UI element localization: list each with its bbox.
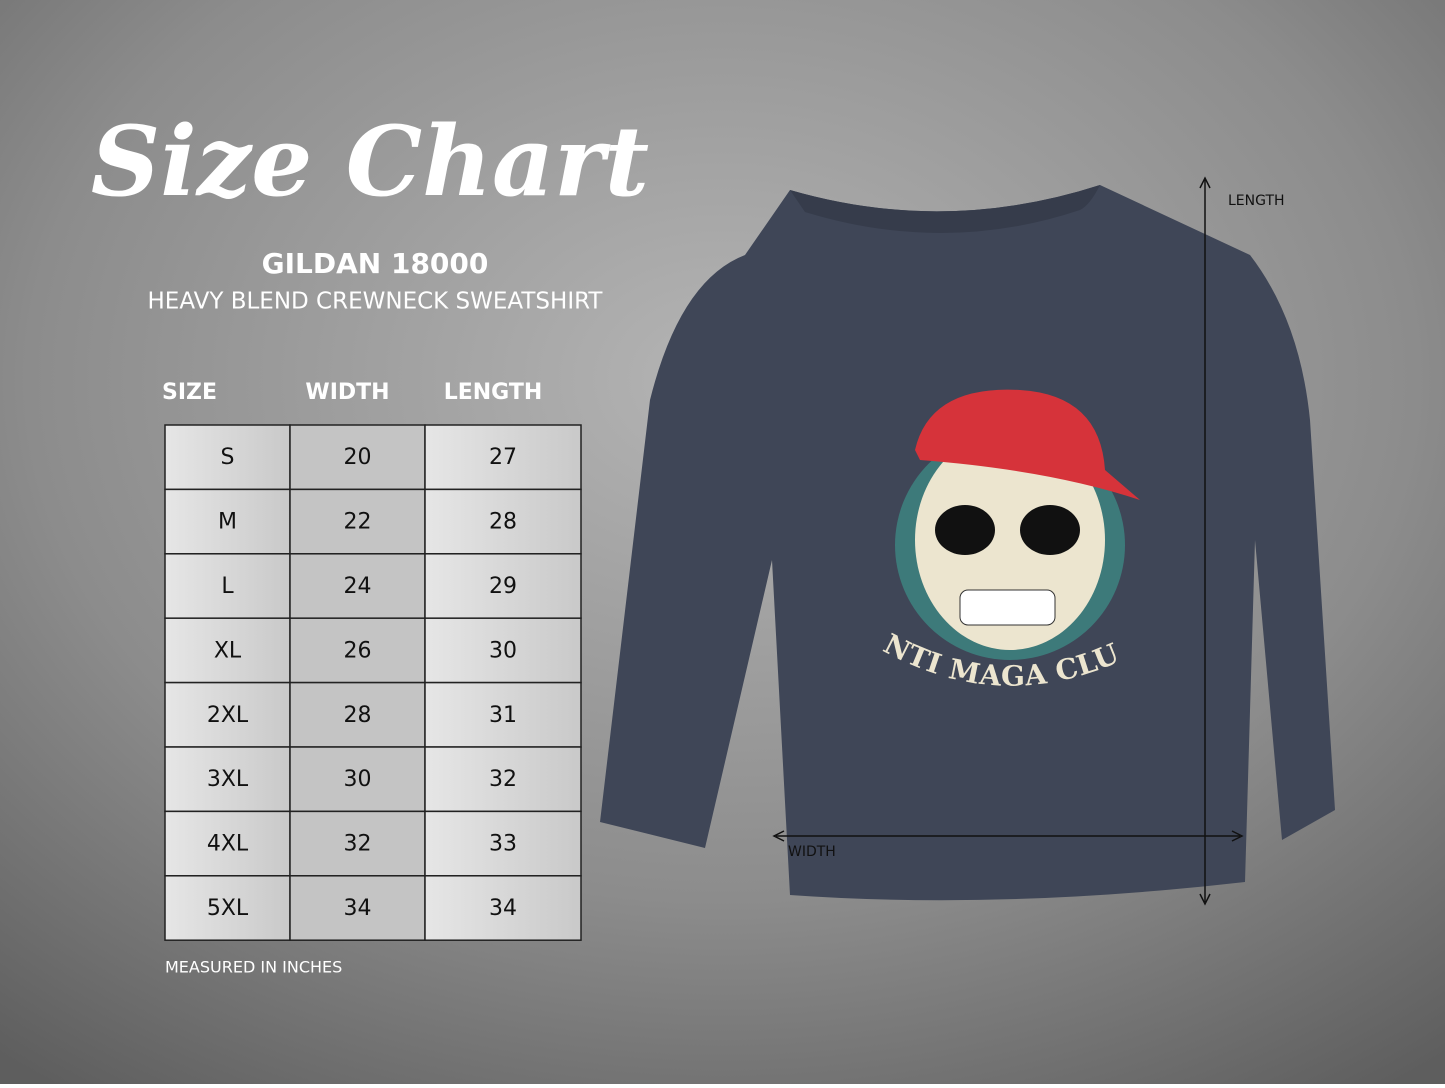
- cell-value: 31: [489, 703, 517, 728]
- cap: [915, 389, 1140, 500]
- arrow-heads: [772, 176, 1244, 906]
- size-table: SIZE WIDTH LENGTH S 20 27 M 22 28 L 24 29 XL 26 30 2XL 2…: [162, 380, 582, 941]
- cell: [164, 617, 291, 684]
- cell: [424, 681, 582, 748]
- cell: [424, 810, 582, 877]
- cell: [289, 424, 426, 491]
- size-label: 5XL: [207, 896, 249, 921]
- cell-value: 29: [489, 574, 517, 599]
- eye: [1020, 505, 1080, 555]
- cell: [424, 875, 582, 941]
- cell: [424, 746, 582, 813]
- eye: [935, 505, 995, 555]
- title: Size Chart: [91, 105, 649, 218]
- model: GILDAN 18000: [262, 247, 489, 280]
- cell: [164, 746, 291, 813]
- cell-value: 26: [344, 638, 372, 663]
- cell: [289, 810, 426, 877]
- cell: [289, 746, 426, 813]
- size-label: 4XL: [207, 832, 249, 857]
- column-header: WIDTH: [305, 380, 389, 405]
- collar: [790, 185, 1100, 234]
- cell-value: 20: [344, 445, 372, 470]
- cell-value: 30: [344, 767, 372, 792]
- cell-value: 28: [489, 510, 517, 535]
- cell-value: 24: [344, 574, 372, 599]
- cell-value: 33: [489, 832, 517, 857]
- teeth: [959, 589, 1056, 626]
- cell-value: 27: [489, 445, 517, 470]
- cell-value: 34: [489, 896, 517, 921]
- cell: [164, 810, 291, 877]
- column-header: SIZE: [162, 380, 217, 405]
- size-label: M: [218, 510, 237, 535]
- cell-value: 34: [344, 896, 372, 921]
- cell-value: 30: [489, 638, 517, 663]
- width-label: WIDTH: [788, 844, 836, 860]
- length-label: LENGTH: [1228, 193, 1285, 209]
- note: MEASURED IN INCHES: [165, 958, 342, 977]
- cell: [164, 875, 291, 941]
- size-label: L: [221, 574, 234, 599]
- cell: [289, 553, 426, 619]
- cell-value: 32: [344, 832, 372, 857]
- cell: [424, 424, 582, 491]
- cell: [164, 681, 291, 748]
- product: HEAVY BLEND CREWNECK SWEATSHIRT: [148, 289, 604, 315]
- size-label: XL: [214, 638, 242, 663]
- cell: [424, 617, 582, 684]
- cell: [424, 553, 582, 619]
- cell: [164, 424, 291, 491]
- cell-value: 22: [344, 510, 372, 535]
- size-label: 3XL: [207, 767, 249, 792]
- cell-value: 28: [344, 703, 372, 728]
- column-header: LENGTH: [444, 380, 543, 405]
- cell: [289, 681, 426, 748]
- cell: [289, 875, 426, 941]
- measure-arrows: [772, 176, 1244, 906]
- cell-value: 32: [489, 767, 517, 792]
- size-label: 2XL: [207, 703, 249, 728]
- size-label: S: [221, 445, 235, 470]
